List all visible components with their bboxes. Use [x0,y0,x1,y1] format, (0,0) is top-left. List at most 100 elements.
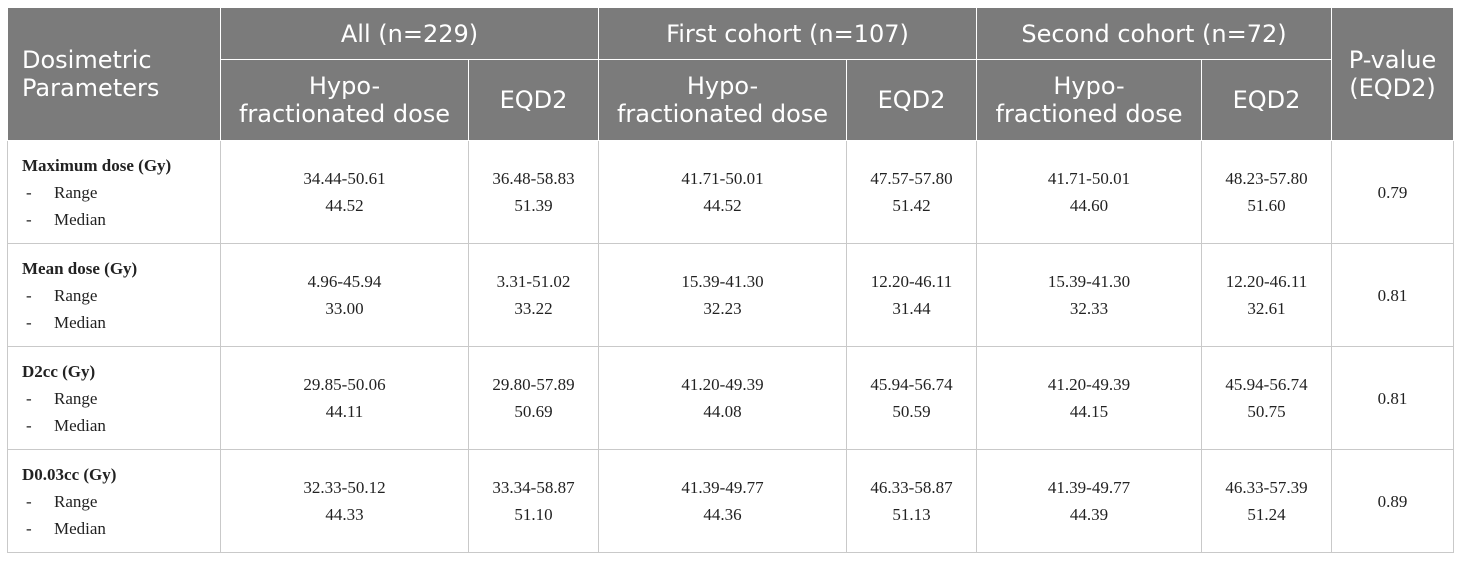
parameter-cell: Mean dose (Gy) - Range - Median [7,243,221,347]
value-cell: 29.80-57.89 50.69 [468,346,599,450]
p-value-cell: 0.89 [1331,449,1455,553]
header-row-groups: Dosimetric Parameters All (n=229) First … [7,7,1455,141]
median-value: 50.59 [892,402,931,421]
value-cell: 45.94-56.74 50.59 [845,346,978,450]
subheader-all-eqd2: EQD2 [468,59,599,141]
range-label-row: - Range [26,183,98,202]
value-cell: 33.34-58.87 51.10 [468,449,599,553]
median-value: 51.60 [1247,196,1286,215]
value-cell: 15.39-41.30 32.23 [598,243,847,347]
range-value: 4.96-45.94 [307,272,382,291]
median-value: 32.61 [1247,299,1286,318]
range-value: 41.71-50.01 [1047,169,1131,188]
median-value: 44.52 [703,196,742,215]
subheader-first-eqd2: EQD2 [845,59,978,141]
range-value: 45.94-56.74 [870,375,953,394]
table-row: D2cc (Gy) - Range - Median 29.85-50.06 44.1… [7,346,1455,450]
value-cell: 47.57-57.80 51.42 [845,140,978,244]
subheader-line: Hypo- [308,72,381,100]
median-value: 32.33 [1069,299,1109,318]
value-cell: 29.85-50.06 44.11 [220,346,469,450]
range-value: 32.33-50.12 [303,478,386,497]
p-value-header-line: (EQD2) [1349,74,1436,102]
median-value: 33.22 [514,299,553,318]
median-value: 44.15 [1069,402,1109,421]
range-value: 46.33-58.87 [870,478,953,497]
value-cell: 41.20-49.39 44.15 [976,346,1203,450]
median-value: 44.33 [325,505,364,524]
value-cell: 46.33-57.39 51.24 [1201,449,1333,553]
range-value: 15.39-41.30 [1047,272,1131,291]
subheader-line: Hypo- [686,72,759,100]
subheader-line: fractionated dose [238,100,451,128]
median-label-row: - Median [26,519,106,538]
median-value: 44.11 [325,402,364,421]
median-value: 32.23 [703,299,742,318]
row-label-line: Dosimetric [22,46,152,74]
value-cell: 15.39-41.30 32.33 [976,243,1203,347]
range-value: 3.31-51.02 [496,272,571,291]
value-cell: 48.23-57.80 51.60 [1201,140,1333,244]
value-cell: 34.44-50.61 44.52 [220,140,469,244]
median-value: 51.13 [892,505,931,524]
range-value: 41.39-49.77 [1047,478,1131,497]
range-value: 41.20-49.39 [1047,375,1131,394]
median-value: 51.10 [514,505,553,524]
range-label-row: - Range [26,389,98,408]
value-cell: 12.20-46.11 32.61 [1201,243,1333,347]
value-cell: 41.39-49.77 44.36 [598,449,847,553]
range-value: 29.85-50.06 [303,375,386,394]
median-value: 44.36 [703,505,742,524]
subheader-line: EQD2 [1232,86,1301,114]
median-value: 44.52 [325,196,364,215]
median-value: 33.00 [325,299,364,318]
parameter-cell: Maximum dose (Gy) - Range - Median [7,140,221,244]
range-value: 15.39-41.30 [681,272,764,291]
range-value: 36.48-58.83 [492,169,575,188]
median-value: 44.60 [1069,196,1109,215]
subheader-line: fractioned dose [995,100,1183,128]
p-value-cell: 0.81 [1331,243,1455,347]
median-value: 50.75 [1247,402,1286,421]
subheader-second-hypofractioned: Hypo- fractioned dose [976,59,1203,141]
range-value: 46.33-57.39 [1225,478,1308,497]
group-header-all: All (n=229) [220,7,599,60]
table-row: D0.03cc (Gy) - Range - Median 32.33-50.12 4… [7,449,1455,553]
parameter-cell: D2cc (Gy) - Range - Median [7,346,221,450]
value-cell: 32.33-50.12 44.33 [220,449,469,553]
p-value-cell: 0.81 [1331,346,1455,450]
median-value: 44.39 [1069,505,1109,524]
value-cell: 46.33-58.87 51.13 [845,449,978,553]
value-cell: 3.31-51.02 33.22 [468,243,599,347]
median-label-row: - Median [26,416,106,435]
median-value: 51.42 [892,196,931,215]
range-value: 29.80-57.89 [492,375,575,394]
range-value: 45.94-56.74 [1225,375,1308,394]
value-cell: 41.20-49.39 44.08 [598,346,847,450]
range-value: 41.71-50.01 [681,169,764,188]
median-value: 31.44 [892,299,931,318]
parameter-cell: D0.03cc (Gy) - Range - Median [7,449,221,553]
row-label-header: Dosimetric Parameters [7,7,221,141]
subheader-all-hypofractionated: Hypo- fractionated dose [220,59,469,141]
dosimetric-table-container: Dosimetric Parameters All (n=229) First … [7,7,1455,553]
subheader-line: EQD2 [499,86,568,114]
value-cell: 45.94-56.74 50.75 [1201,346,1333,450]
group-header-first-cohort: First cohort (n=107) [597,7,978,60]
range-value: 33.34-58.87 [492,478,575,497]
range-value: 41.39-49.77 [681,478,764,497]
median-label-row: - Median [26,313,106,332]
median-value: 44.08 [703,402,742,421]
range-value: 41.20-49.39 [681,375,764,394]
p-value-header-line: P-value [1348,46,1437,74]
value-cell: 4.96-45.94 33.00 [220,243,469,347]
p-value-cell: 0.79 [1331,140,1455,244]
group-header-second-cohort: Second cohort (n=72) [976,7,1333,60]
median-label-row: - Median [26,210,106,229]
value-cell: 41.71-50.01 44.52 [598,140,847,244]
table-row: Maximum dose (Gy) - Range - Median 34.44-5… [7,140,1455,244]
value-cell: 41.71-50.01 44.60 [976,140,1203,244]
range-value: 48.23-57.80 [1225,169,1308,188]
row-label-line: Parameters [22,74,160,102]
range-value: 34.44-50.61 [303,169,386,188]
